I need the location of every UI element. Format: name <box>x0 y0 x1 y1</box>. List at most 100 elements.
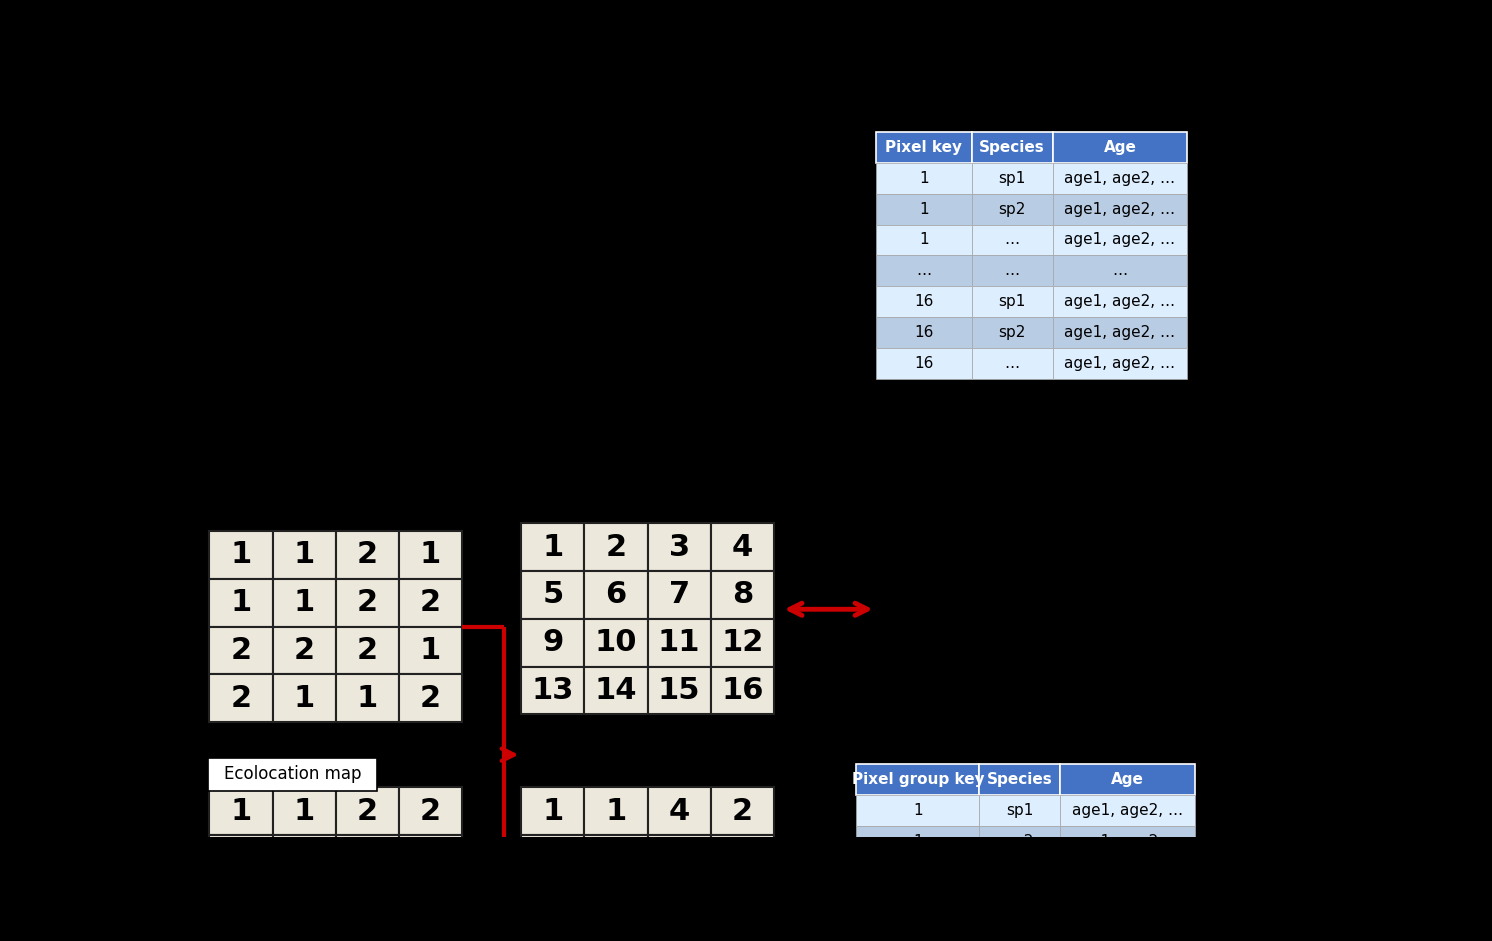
Text: 16: 16 <box>915 325 934 340</box>
Text: 13: 13 <box>531 676 574 705</box>
Bar <box>273 883 336 931</box>
Bar <box>521 931 585 941</box>
Text: 1: 1 <box>913 865 922 880</box>
Text: 2: 2 <box>731 797 753 826</box>
Text: 1: 1 <box>294 683 315 712</box>
Bar <box>971 286 1053 317</box>
Bar <box>1061 826 1195 856</box>
Bar <box>585 666 648 714</box>
Bar <box>648 571 710 619</box>
Bar <box>585 883 648 931</box>
Text: 2: 2 <box>419 845 442 873</box>
Text: …: … <box>1120 896 1135 911</box>
Bar <box>856 826 979 856</box>
Bar <box>336 788 398 836</box>
Text: age1, age2, …: age1, age2, … <box>1073 803 1183 818</box>
Text: …: … <box>1013 865 1028 880</box>
Bar <box>1053 132 1188 163</box>
Text: 1: 1 <box>606 940 627 941</box>
Bar <box>648 619 710 666</box>
Bar <box>273 788 336 836</box>
Bar <box>979 918 1061 941</box>
Text: sp2: sp2 <box>998 325 1026 340</box>
Bar <box>971 255 1053 286</box>
Bar <box>1053 194 1188 225</box>
Bar <box>585 619 648 666</box>
Text: …: … <box>910 896 925 911</box>
Text: 9: 9 <box>542 629 564 657</box>
Bar <box>209 675 273 722</box>
Text: Age: Age <box>1112 773 1144 788</box>
Bar <box>1053 163 1188 194</box>
Bar <box>856 795 979 826</box>
Text: 16: 16 <box>915 295 934 309</box>
Bar <box>521 788 585 836</box>
Bar <box>398 531 463 579</box>
Text: …: … <box>1013 896 1028 911</box>
Bar <box>856 918 979 941</box>
Text: 2: 2 <box>419 940 442 941</box>
Text: 2: 2 <box>731 892 753 921</box>
Text: 2: 2 <box>357 845 377 873</box>
Text: …: … <box>1113 263 1128 279</box>
Bar <box>336 931 398 941</box>
Text: 1: 1 <box>230 892 252 921</box>
Bar <box>876 132 971 163</box>
Bar <box>971 194 1053 225</box>
Bar <box>209 531 273 579</box>
Bar <box>856 856 979 887</box>
Text: 15: 15 <box>658 676 700 705</box>
Text: 2: 2 <box>357 797 377 826</box>
Bar <box>273 579 336 627</box>
Bar <box>856 764 979 795</box>
Text: 4: 4 <box>668 892 689 921</box>
Text: age1, age2, …: age1, age2, … <box>1064 171 1176 186</box>
Bar <box>398 627 463 675</box>
Text: 1: 1 <box>357 683 377 712</box>
Text: 3: 3 <box>542 892 564 921</box>
Text: 6: 6 <box>606 581 627 610</box>
Text: 1: 1 <box>606 797 627 826</box>
Text: Pixel key: Pixel key <box>885 140 962 155</box>
Text: 1: 1 <box>419 540 442 569</box>
Bar <box>273 675 336 722</box>
Bar <box>585 571 648 619</box>
Text: 1: 1 <box>913 834 922 849</box>
Bar <box>209 836 273 883</box>
Bar <box>209 931 273 941</box>
Bar <box>1061 887 1195 918</box>
Text: age1, age2, …: age1, age2, … <box>1064 325 1176 340</box>
Text: 2: 2 <box>419 683 442 712</box>
Bar <box>876 317 971 348</box>
Text: 2: 2 <box>419 797 442 826</box>
Text: 4: 4 <box>731 533 753 562</box>
Bar <box>971 317 1053 348</box>
Bar <box>209 883 273 931</box>
Text: Age: Age <box>1104 140 1137 155</box>
Text: Species: Species <box>988 773 1053 788</box>
Bar <box>398 788 463 836</box>
Text: 3: 3 <box>606 892 627 921</box>
Bar <box>710 523 774 571</box>
Bar <box>398 675 463 722</box>
Bar <box>710 571 774 619</box>
Bar <box>979 887 1061 918</box>
Text: sp1: sp1 <box>1006 926 1034 941</box>
Text: 1: 1 <box>294 845 315 873</box>
Bar <box>876 286 971 317</box>
Text: 8: 8 <box>731 581 753 610</box>
Text: …: … <box>1004 263 1019 279</box>
Text: 2: 2 <box>230 636 252 665</box>
Bar <box>273 931 336 941</box>
Text: 2: 2 <box>606 533 627 562</box>
Text: 1: 1 <box>919 171 928 186</box>
Text: 1: 1 <box>230 588 252 617</box>
Bar <box>585 836 648 883</box>
Bar <box>876 255 971 286</box>
Text: …: … <box>1004 232 1019 247</box>
Bar <box>876 194 971 225</box>
Bar <box>971 132 1053 163</box>
Bar <box>336 675 398 722</box>
Text: 2: 2 <box>357 588 377 617</box>
Bar <box>648 788 710 836</box>
